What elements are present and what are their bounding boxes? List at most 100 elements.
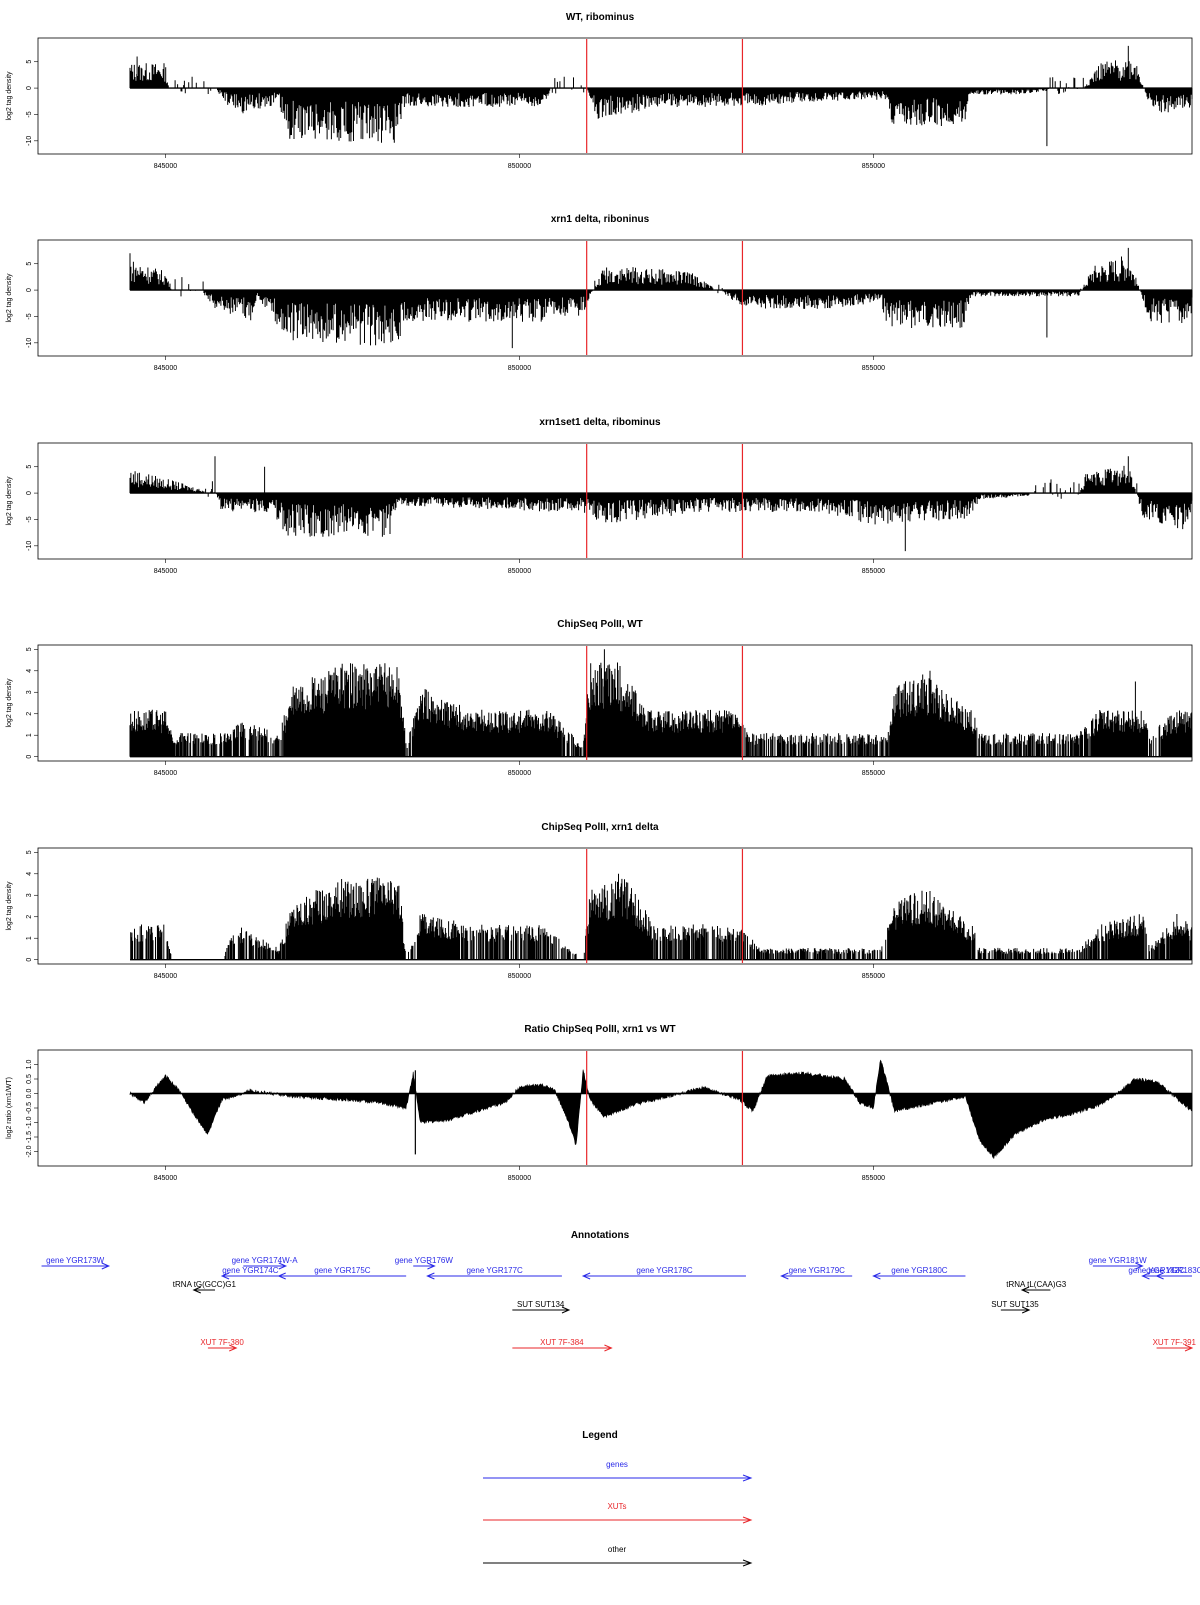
feature-arrowhead bbox=[277, 1272, 286, 1280]
panel-title: xrn1 delta, riboninus bbox=[551, 214, 650, 225]
density-bars bbox=[129, 649, 1193, 757]
feature-label: gene YGR175C bbox=[314, 1266, 371, 1275]
density-bars bbox=[129, 247, 1193, 349]
x-tick-label: 845000 bbox=[154, 163, 177, 170]
y-tick-label: 5 bbox=[26, 465, 33, 469]
panel-xrn1set1: xrn1set1 delta, ribominus log2 tag densit… bbox=[6, 417, 1193, 575]
density-bars bbox=[130, 873, 1193, 960]
y-tick-label: 0.0 bbox=[26, 1089, 33, 1099]
plot-frame bbox=[37, 37, 1193, 155]
x-tick-label: 850000 bbox=[508, 568, 531, 575]
y-tick-label: -10 bbox=[26, 338, 33, 348]
legend-label: other bbox=[608, 1545, 627, 1554]
y-tick-label: 4 bbox=[26, 669, 33, 673]
y-tick-label: -10 bbox=[26, 136, 33, 146]
feature-label: gene YGR173W bbox=[46, 1256, 105, 1265]
y-tick-label: 1 bbox=[26, 936, 33, 940]
y-tick-label: 1.0 bbox=[26, 1060, 33, 1070]
feature-arrowhead bbox=[427, 1262, 436, 1270]
series-ratio bbox=[129, 1059, 1193, 1159]
x-tick-label: 845000 bbox=[154, 365, 177, 372]
x-tick-label: 855000 bbox=[862, 1175, 885, 1182]
feature-arrowhead bbox=[192, 1286, 201, 1294]
y-tick-label: -0.5 bbox=[26, 1102, 33, 1114]
y-tick-label: 5 bbox=[26, 262, 33, 266]
y-axis-label: log2 tag density bbox=[6, 71, 13, 121]
panel-title: ChipSeq PolII, xrn1 delta bbox=[541, 822, 659, 833]
x-tick-label: 845000 bbox=[154, 1175, 177, 1182]
x-tick-label: 845000 bbox=[154, 568, 177, 575]
x-tick-label: 855000 bbox=[862, 973, 885, 980]
panel-title: WT, ribominus bbox=[566, 12, 635, 23]
feature-xut-7f-391: XUT 7F-391 bbox=[1153, 1338, 1197, 1352]
feature-label: gene YGR174W-A bbox=[232, 1256, 299, 1265]
y-tick-label: 1 bbox=[26, 733, 33, 737]
panel-pol_xrn1: ChipSeq PolII, xrn1 delta log2 tag densit… bbox=[6, 822, 1193, 980]
y-axis-label: log2 tag density bbox=[6, 273, 13, 323]
x-tick-label: 845000 bbox=[154, 770, 177, 777]
legend-arrowhead bbox=[742, 1474, 753, 1482]
feature-label: gene YGR182C bbox=[1128, 1266, 1185, 1275]
feature-arrowhead bbox=[1155, 1272, 1164, 1280]
y-tick-label: -10 bbox=[26, 541, 33, 551]
feature-label: SUT SUT135 bbox=[991, 1300, 1039, 1309]
y-tick-label: 0.5 bbox=[26, 1074, 33, 1084]
y-tick-label: -1.5 bbox=[26, 1131, 33, 1143]
y-axis-label: log2 ratio (xrn1/WT) bbox=[6, 1077, 13, 1139]
feature-arrowhead bbox=[780, 1272, 789, 1280]
y-tick-label: 3 bbox=[26, 690, 33, 694]
legend-item-genes: genes bbox=[483, 1460, 753, 1482]
feature-arrowhead bbox=[561, 1306, 571, 1314]
x-tick-label: 850000 bbox=[508, 973, 531, 980]
x-tick-label: 850000 bbox=[508, 365, 531, 372]
panel-ratio: Ratio ChipSeq PolII, xrn1 vs WT log2 rati… bbox=[6, 1024, 1193, 1182]
feature-gene-ygr173w: gene YGR173W bbox=[41, 1256, 111, 1270]
feature-gene-ygr175c: gene YGR175C bbox=[277, 1266, 407, 1280]
panel-title: xrn1set1 delta, ribominus bbox=[539, 417, 661, 428]
feature-sut-sut135: SUT SUT135 bbox=[991, 1300, 1039, 1314]
y-tick-label: 0 bbox=[26, 288, 33, 292]
panel-pol_wt: ChipSeq PolII, WT log2 tag density 0 1 2 3 4 5 8… bbox=[6, 619, 1193, 777]
plot-frame bbox=[37, 442, 1193, 560]
y-tick-label: 5 bbox=[26, 850, 33, 854]
feature-arrowhead bbox=[604, 1344, 613, 1352]
feature-gene-ygr179c: gene YGR179C bbox=[780, 1266, 853, 1280]
feature-label: gene YGR181W bbox=[1089, 1256, 1148, 1265]
panel-xrn1: xrn1 delta, riboninus log2 tag density -10… bbox=[6, 214, 1193, 372]
feature-gene-ygr183c: gene YGR183C bbox=[1146, 1266, 1200, 1280]
feature-label: gene YGR178C bbox=[636, 1266, 693, 1275]
feature-gene-ygr174c: gene YGR174C bbox=[220, 1266, 279, 1280]
annotations-title: Annotations bbox=[571, 1230, 630, 1241]
x-tick-label: 855000 bbox=[862, 365, 885, 372]
x-tick-label: 850000 bbox=[508, 1175, 531, 1182]
legend-label: genes bbox=[606, 1460, 628, 1469]
y-tick-label: -5 bbox=[26, 516, 33, 522]
x-tick-label: 855000 bbox=[862, 770, 885, 777]
x-tick-label: 855000 bbox=[862, 163, 885, 170]
feature-label: gene YGR174C bbox=[222, 1266, 279, 1275]
y-axis-label: log2 tag density bbox=[6, 476, 13, 526]
legend-label: XUTs bbox=[607, 1502, 626, 1511]
density-bars bbox=[129, 456, 1193, 552]
feature-label: gene YGR183C bbox=[1146, 1266, 1200, 1275]
y-axis-label: log2 tag density bbox=[6, 678, 13, 728]
feature-label: XUT 7F-380 bbox=[200, 1338, 244, 1347]
y-tick-label: 4 bbox=[26, 872, 33, 876]
feature-xut-7f-384: XUT 7F-384 bbox=[512, 1338, 613, 1352]
feature-arrowhead bbox=[1020, 1286, 1030, 1294]
feature-arrowhead bbox=[101, 1262, 111, 1270]
series-pol_wt bbox=[129, 649, 1193, 758]
feature-gene-ygr177c: gene YGR177C bbox=[426, 1266, 562, 1280]
feature-label: gene YGR179C bbox=[789, 1266, 846, 1275]
panel-wt: WT, ribominus log2 tag density -10 -5 0 5 8450… bbox=[6, 12, 1193, 170]
y-tick-label: -2.0 bbox=[26, 1145, 33, 1157]
legend-item-other: other bbox=[483, 1545, 753, 1567]
legend-item-xuts: XUTs bbox=[483, 1502, 753, 1524]
y-tick-label: -1.0 bbox=[26, 1116, 33, 1128]
y-tick-label: 0 bbox=[26, 491, 33, 495]
feature-arrowhead bbox=[1021, 1306, 1031, 1314]
feature-label: gene YGR177C bbox=[466, 1266, 523, 1275]
y-tick-label: 0 bbox=[26, 958, 33, 962]
